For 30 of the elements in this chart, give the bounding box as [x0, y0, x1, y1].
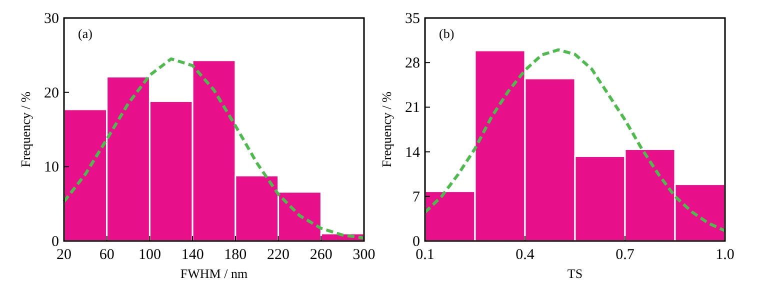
x-tick-label: 0.7 — [616, 247, 635, 263]
line-series — [62, 57, 366, 240]
x-axis-title: FWHM / nm — [180, 266, 248, 281]
y-tick-label: 0 — [52, 234, 59, 250]
x-axis-title: TS — [567, 266, 583, 281]
annotation: (a) — [78, 26, 92, 41]
y-tick-label: 14 — [405, 144, 420, 161]
annotation: (b) — [439, 26, 454, 41]
x-tick-label: 0.1 — [416, 247, 434, 263]
y-tick-label: 35 — [405, 11, 420, 27]
line-series — [424, 48, 726, 232]
y-tick-label: 0 — [412, 234, 420, 250]
x-tick-label: 20 — [56, 247, 72, 263]
x-tick-label: 220 — [267, 247, 290, 263]
x-tick-label: 100 — [138, 247, 161, 263]
y-tick-label: 21 — [405, 100, 420, 116]
x-tick-label: 1.0 — [716, 247, 734, 263]
x-tick-label: 140 — [181, 247, 204, 263]
x-tick-label: 300 — [352, 247, 376, 263]
y-tick-label: 10 — [44, 160, 59, 176]
y-axis-title: Frequency / % — [18, 91, 33, 168]
y-tick-label: 7 — [412, 189, 420, 206]
y-tick-label: 28 — [405, 56, 420, 72]
y-axis-title: Frequency / % — [379, 91, 394, 168]
x-tick-label: 260 — [310, 247, 332, 263]
y-tick-label: 20 — [44, 85, 59, 102]
x-tick-label: 0.4 — [516, 247, 535, 263]
x-tick-label: 60 — [99, 247, 114, 263]
x-tick-label: 180 — [224, 247, 247, 263]
y-tick-label: 30 — [44, 11, 59, 27]
